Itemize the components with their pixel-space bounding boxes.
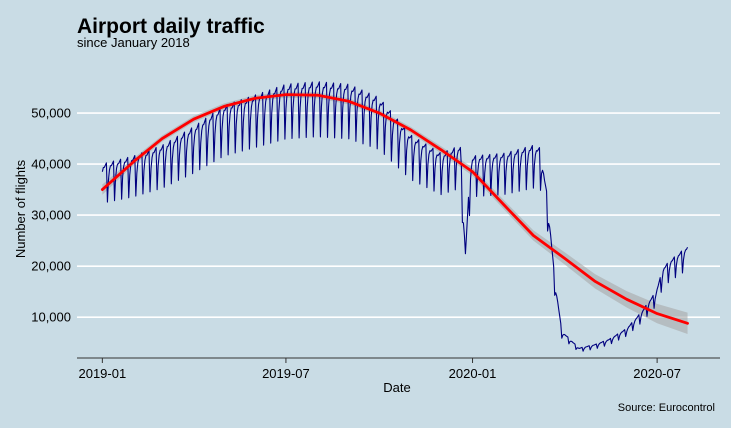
y-axis-labels: 10,000 20,000 30,000 40,000 50,000 <box>31 106 71 325</box>
x-axis-title: Date <box>383 380 410 395</box>
chart-title: Airport daily traffic <box>77 15 265 38</box>
y-tick-label: 30,000 <box>31 208 71 223</box>
x-tick-label: 2020-01 <box>449 366 497 381</box>
y-tick-label: 40,000 <box>31 157 71 172</box>
y-tick-label: 50,000 <box>31 106 71 121</box>
chart-subtitle: since January 2018 <box>77 35 190 50</box>
chart-caption: Source: Eurocontrol <box>618 402 715 414</box>
trend-line <box>100 93 689 325</box>
x-tick-label: 2020-07 <box>633 366 681 381</box>
x-tick-label: 2019-07 <box>262 366 310 381</box>
x-tick-label: 2019-01 <box>78 366 126 381</box>
y-tick-label: 20,000 <box>31 259 71 274</box>
y-tick-label: 10,000 <box>31 310 71 325</box>
trend-series <box>100 93 689 325</box>
y-axis-title: Number of flights <box>13 159 28 258</box>
x-axis: 2019-01 2019-07 2020-01 2020-07 <box>77 357 720 381</box>
